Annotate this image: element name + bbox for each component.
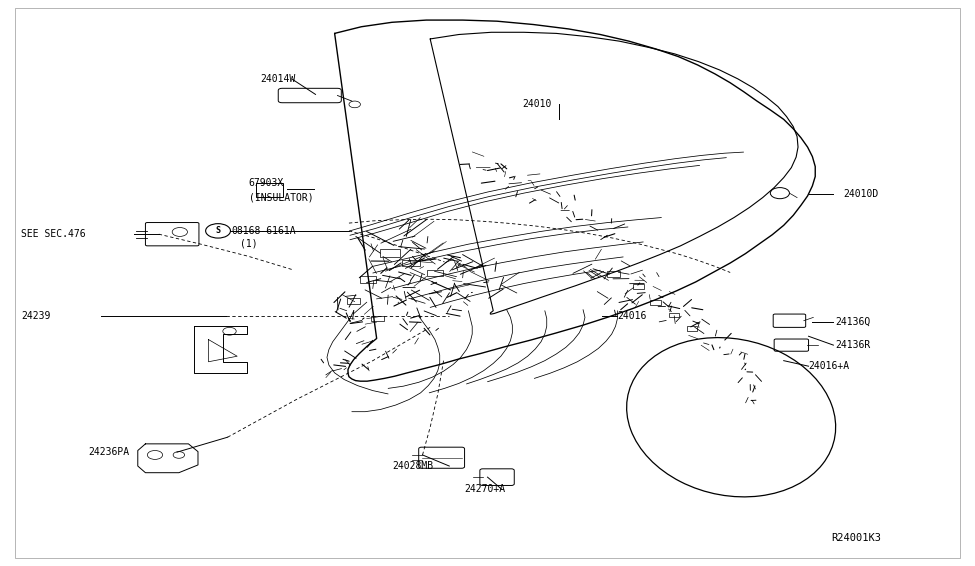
Text: 24016+A: 24016+A [808,361,849,371]
Text: 67903X: 67903X [249,178,284,188]
Text: 24010: 24010 [522,100,551,109]
Text: 08168-6161A: 08168-6161A [231,226,296,236]
Bar [361,276,375,283]
Text: 24028MB: 24028MB [392,461,433,471]
Bar [370,316,384,321]
Bar [687,326,697,331]
Text: (1): (1) [240,238,257,248]
Text: 24014W: 24014W [260,75,295,84]
Text: 24016: 24016 [617,311,646,321]
Text: R24001K3: R24001K3 [832,533,881,543]
Bar [606,271,620,277]
Text: SEE SEC.476: SEE SEC.476 [21,229,86,239]
Text: 24270+A: 24270+A [464,484,506,494]
Text: 24136Q: 24136Q [836,317,871,327]
Bar [380,249,400,257]
Bar [669,313,679,318]
Bar [650,300,661,305]
Bar [347,298,361,303]
Bar [633,284,644,289]
Text: 24136R: 24136R [836,340,871,350]
Bar [403,260,419,267]
Bar [427,269,443,276]
Text: (INSULATOR): (INSULATOR) [249,192,313,202]
Text: 24236PA: 24236PA [88,447,130,457]
Text: S: S [215,226,220,235]
Text: 24239: 24239 [21,311,51,321]
Text: 24010D: 24010D [843,189,878,199]
